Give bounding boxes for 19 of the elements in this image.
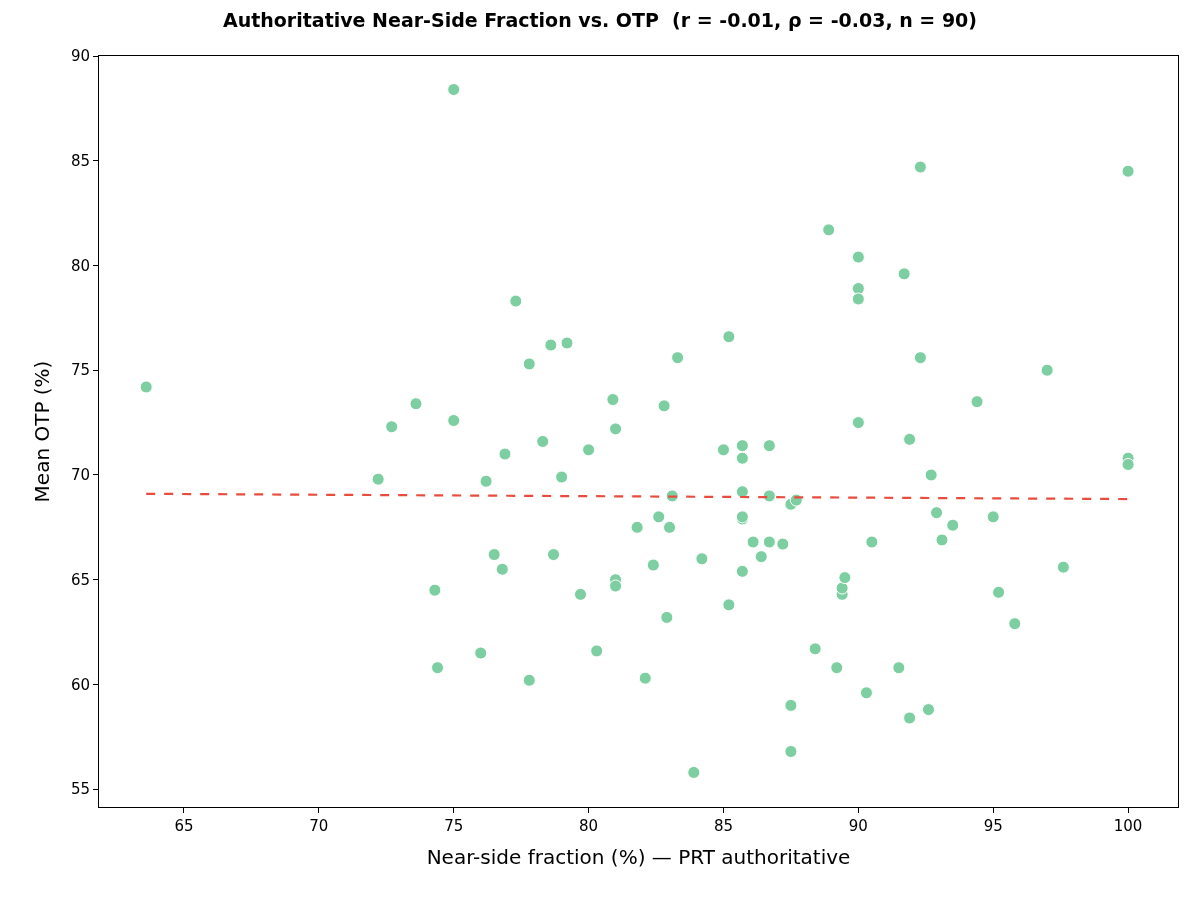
y-tick-label: 55 (70, 780, 90, 799)
y-tick-label: 80 (70, 256, 90, 275)
y-tick-label: 70 (70, 466, 90, 485)
y-tick-label: 85 (70, 151, 90, 170)
x-tick-label: 100 (1113, 817, 1143, 835)
y-tick-label: 60 (70, 675, 90, 694)
x-tick-label: 85 (713, 817, 734, 835)
chart-title: Authoritative Near-Side Fraction vs. OTP (r = -0.01, ρ = -0.03, n = 90) (222, 8, 978, 31)
y-tick-label: 65 (70, 570, 90, 589)
x-axis-title: Near-side fraction (%) — PRT authoritative (426, 844, 851, 869)
x-tick-label: 70 (309, 817, 329, 835)
x-tick-label: 90 (848, 817, 868, 835)
y-axis-title: Mean OTP (%) (30, 360, 55, 503)
x-tick-label: 95 (983, 817, 1003, 835)
y-tick-label: 90 (70, 47, 90, 66)
x-tick-label: 65 (174, 817, 194, 835)
x-tick-label: 80 (579, 817, 599, 835)
y-tick-label: 75 (70, 361, 90, 380)
x-tick-label: 75 (444, 817, 464, 835)
